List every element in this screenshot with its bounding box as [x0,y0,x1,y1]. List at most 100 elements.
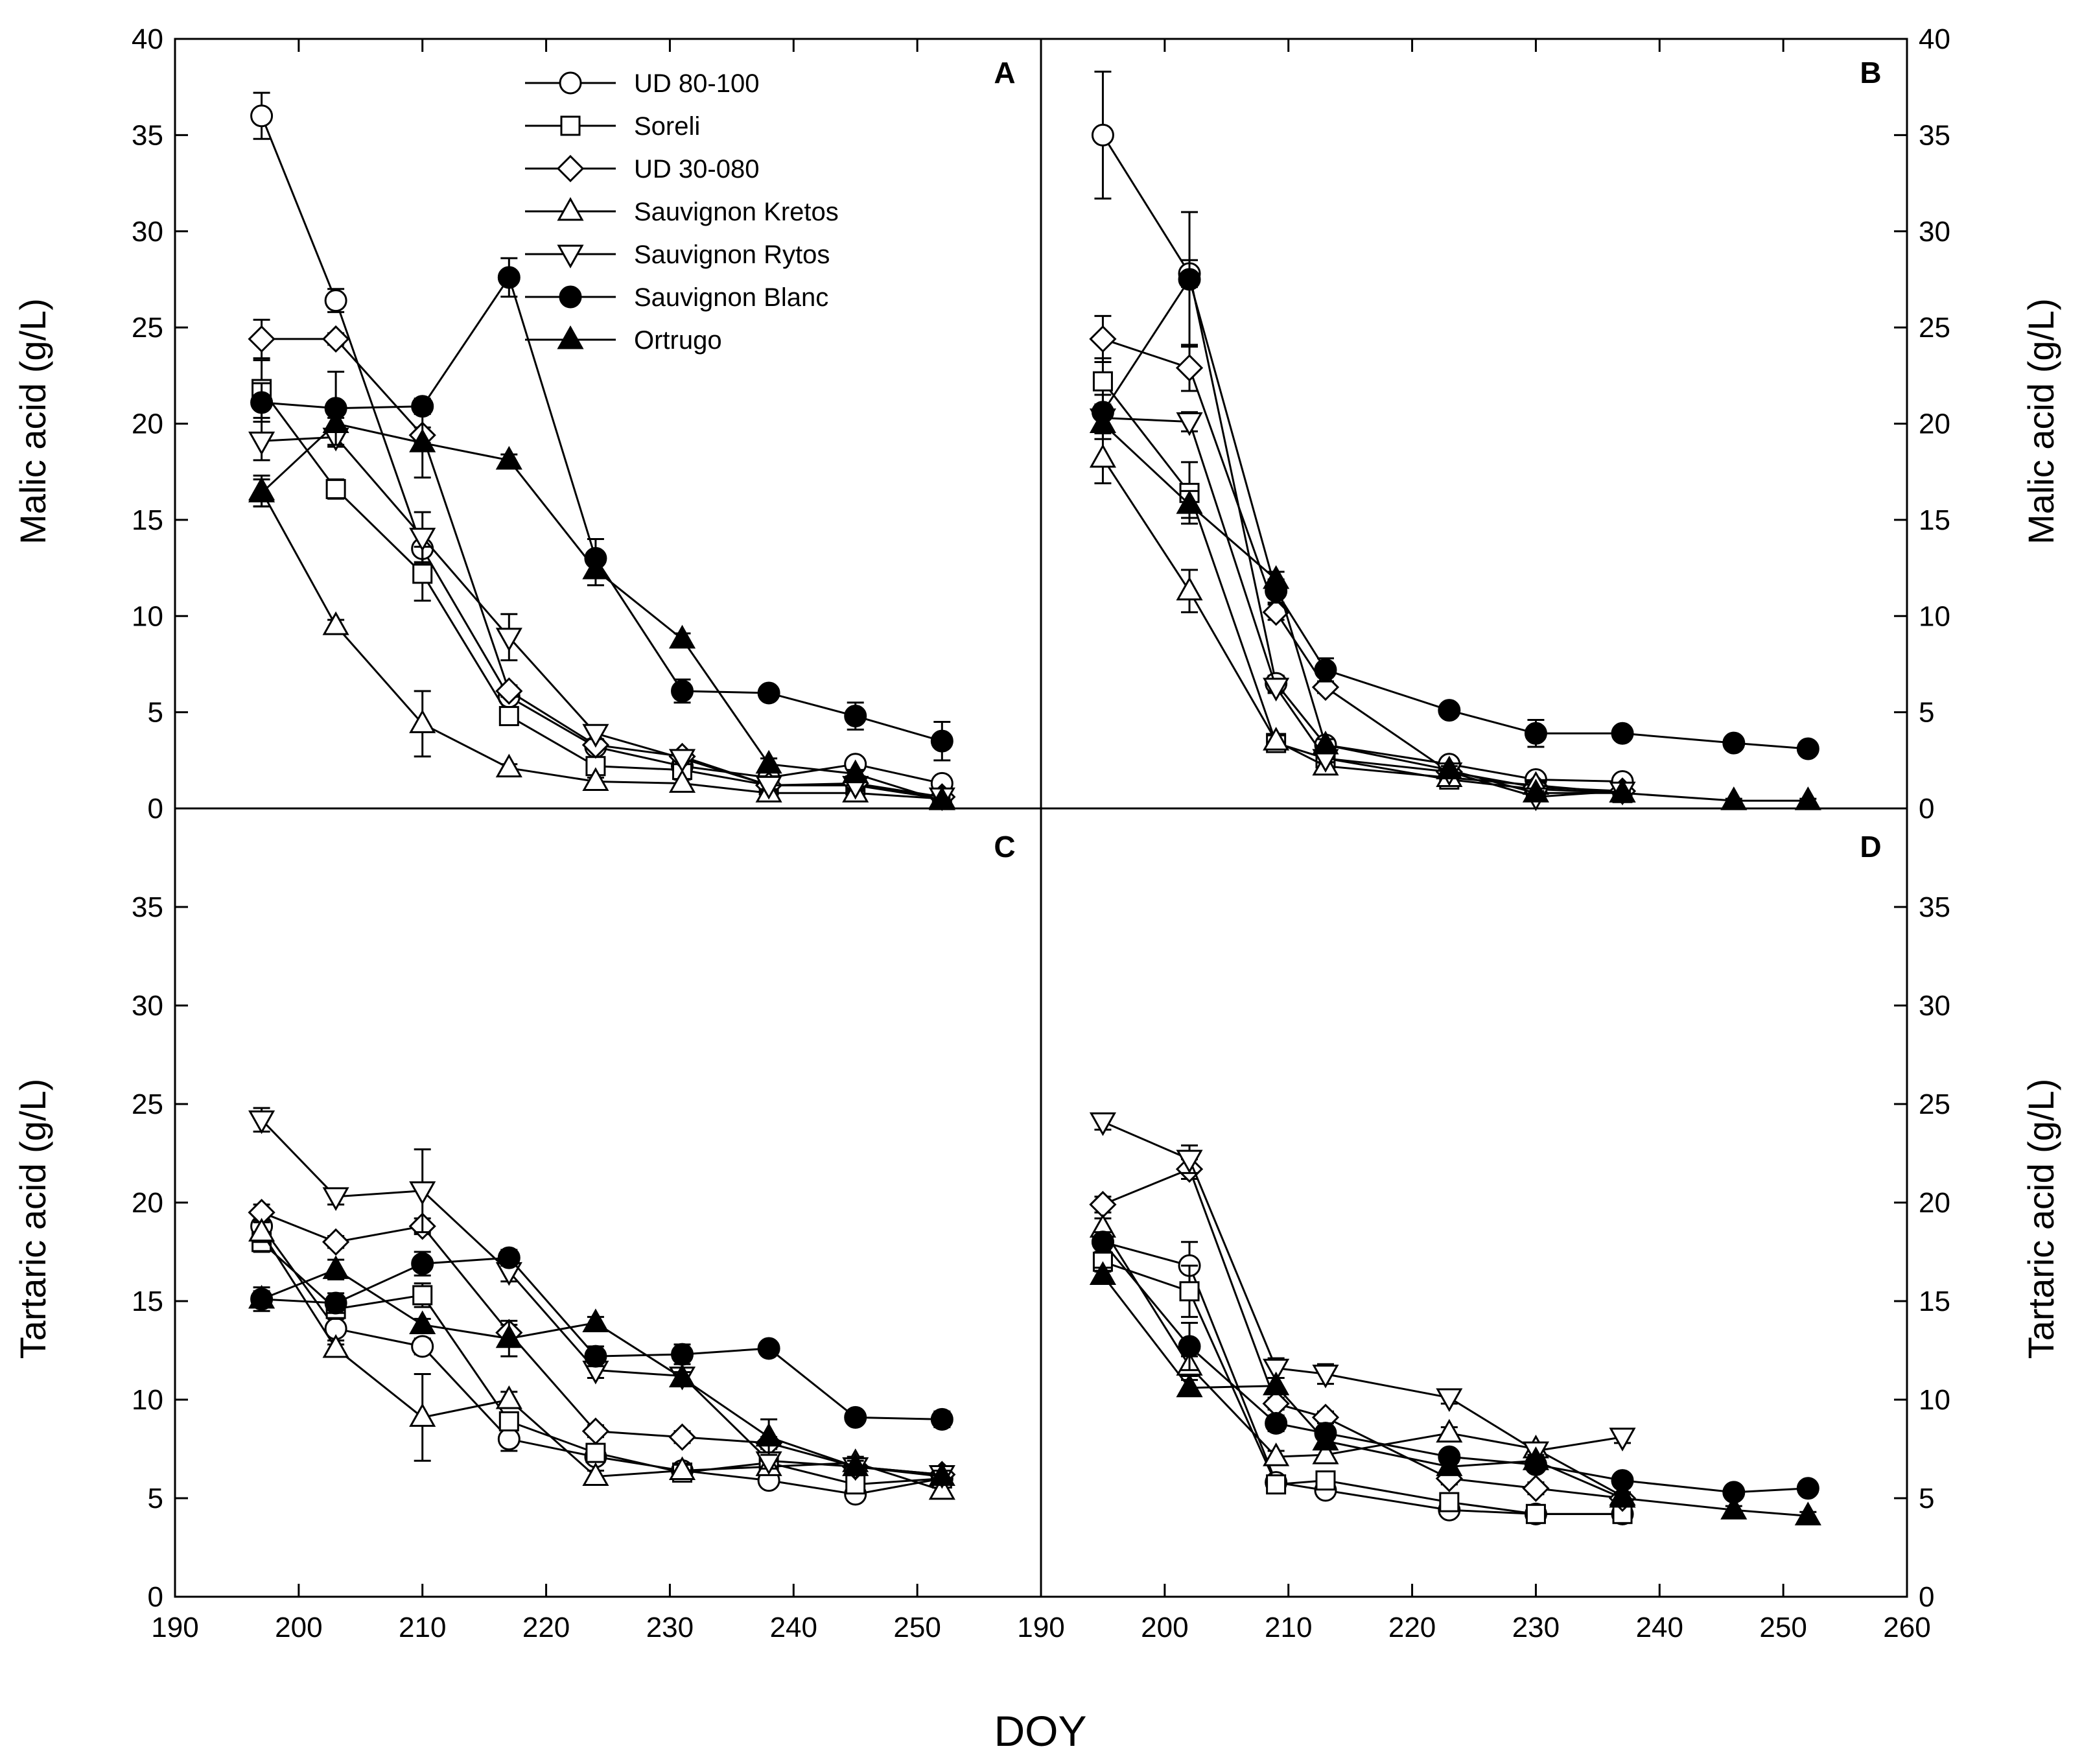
data-point [409,1310,436,1334]
data-point [1436,1452,1463,1476]
data-point [1436,755,1463,780]
data-point [497,266,520,289]
data-point [582,1308,609,1332]
data-layer: A B C D [248,56,1882,1525]
data-point [1524,722,1547,745]
y-tick-label: 0 [148,1581,163,1613]
data-point [844,705,867,728]
x-tick-label: 220 [1388,1612,1436,1643]
data-point [1263,1371,1290,1396]
data-point [668,749,696,773]
y-tick-label: 10 [1919,600,1950,632]
data-point [584,1345,607,1368]
legend-marker [560,115,581,136]
data-point [1312,1426,1339,1451]
data-point [322,611,349,635]
data-point [322,1334,349,1358]
series-ortrugo [1089,1261,1821,1525]
data-point [1263,1442,1290,1466]
legend-label: Sauvignon Blanc [634,283,828,312]
y-tick-label: 25 [1919,1088,1950,1120]
data-point [495,1385,522,1409]
data-point [1179,1281,1200,1302]
y-tick-label: 35 [132,891,163,923]
data-point [582,555,609,580]
data-point [668,769,696,793]
y-axis-title-malic-left: Malic acid (g/L) [12,298,53,545]
data-point [1611,722,1634,745]
data-point [411,1335,434,1358]
data-point [1176,576,1203,601]
legend-label: UD 80-100 [634,69,759,98]
y-tick-label: 0 [1919,1581,1934,1613]
y-axis-title-tartaric-right: Tartaric acid (g/L) [2020,1079,2061,1359]
x-tick-label: 190 [1017,1612,1064,1643]
data-point [757,1337,780,1360]
data-point [1796,737,1819,760]
x-tick-label: 250 [1759,1612,1807,1643]
data-point [1092,371,1113,392]
x-tick-label: 200 [1141,1612,1188,1643]
x-tick-label: 240 [1636,1612,1683,1643]
data-point [755,749,782,774]
y-tick-label: 20 [1919,1187,1950,1219]
data-point [1522,779,1549,803]
data-point [412,1285,433,1306]
y-tick-label: 30 [1919,990,1950,1022]
data-point [409,528,436,552]
data-point [668,1456,696,1480]
y-tick-label: 40 [1919,23,1950,55]
legend: UD 80-100 Soreli UD 30-080 Sauvignon Kretos… [525,69,839,355]
y-tick-label: 10 [1919,1384,1950,1416]
data-point [1720,786,1748,810]
data-point [1312,1364,1339,1389]
data-point [1089,443,1116,468]
data-point [248,1284,275,1309]
data-point [581,1417,610,1445]
data-point [755,1422,782,1447]
y-tick-label: 25 [1919,312,1950,344]
legend-marker [559,71,582,95]
y-axis-title-tartaric-left: Tartaric acid (g/L) [12,1079,53,1359]
data-point [1089,409,1116,433]
legend-marker [557,325,584,349]
series-ortrugo [1089,407,1821,810]
data-point [1089,1112,1116,1136]
data-point [668,624,696,649]
data-point [412,563,433,584]
panel-b: B [1089,56,1882,812]
legend-item-ud-80-100: UD 80-100 [525,69,759,98]
panel-letter-c: C [994,830,1015,864]
data-point [1796,1477,1819,1500]
y-tick-label: 10 [132,1384,163,1416]
data-point [668,1423,696,1451]
data-point [495,1324,522,1348]
data-point [582,723,609,748]
panel-letter-a: A [994,56,1015,89]
data-point [1720,1496,1748,1520]
x-tick-label: 210 [399,1612,446,1643]
data-point [1522,1446,1549,1470]
x-axis-title: DOY [994,1707,1086,1755]
data-point [1436,1418,1463,1443]
data-point [322,409,349,433]
series-ortrugo [248,407,955,810]
y-axis-title-malic-right: Malic acid (g/L) [2020,298,2061,545]
legend-item-soreli: Soreli [525,112,700,141]
data-point [495,445,522,470]
series-sauvignon-blanc [1091,211,1819,760]
data-point [1263,565,1290,589]
panel-c: C [248,830,1016,1506]
data-point [1175,354,1204,382]
y-tick-label: 25 [132,1088,163,1120]
data-point [585,1442,606,1463]
legend-item-sauvignon-kretos: Sauvignon Kretos [525,196,839,226]
data-point [1438,699,1461,722]
legend-marker [557,196,584,221]
y-tick-label: 20 [1919,408,1950,440]
data-point [1609,1483,1636,1508]
legend-item-sauvignon-rytos: Sauvignon Rytos [525,241,830,269]
panel-letter-d: D [1860,830,1881,864]
legend-label: Sauvignon Rytos [634,241,830,269]
